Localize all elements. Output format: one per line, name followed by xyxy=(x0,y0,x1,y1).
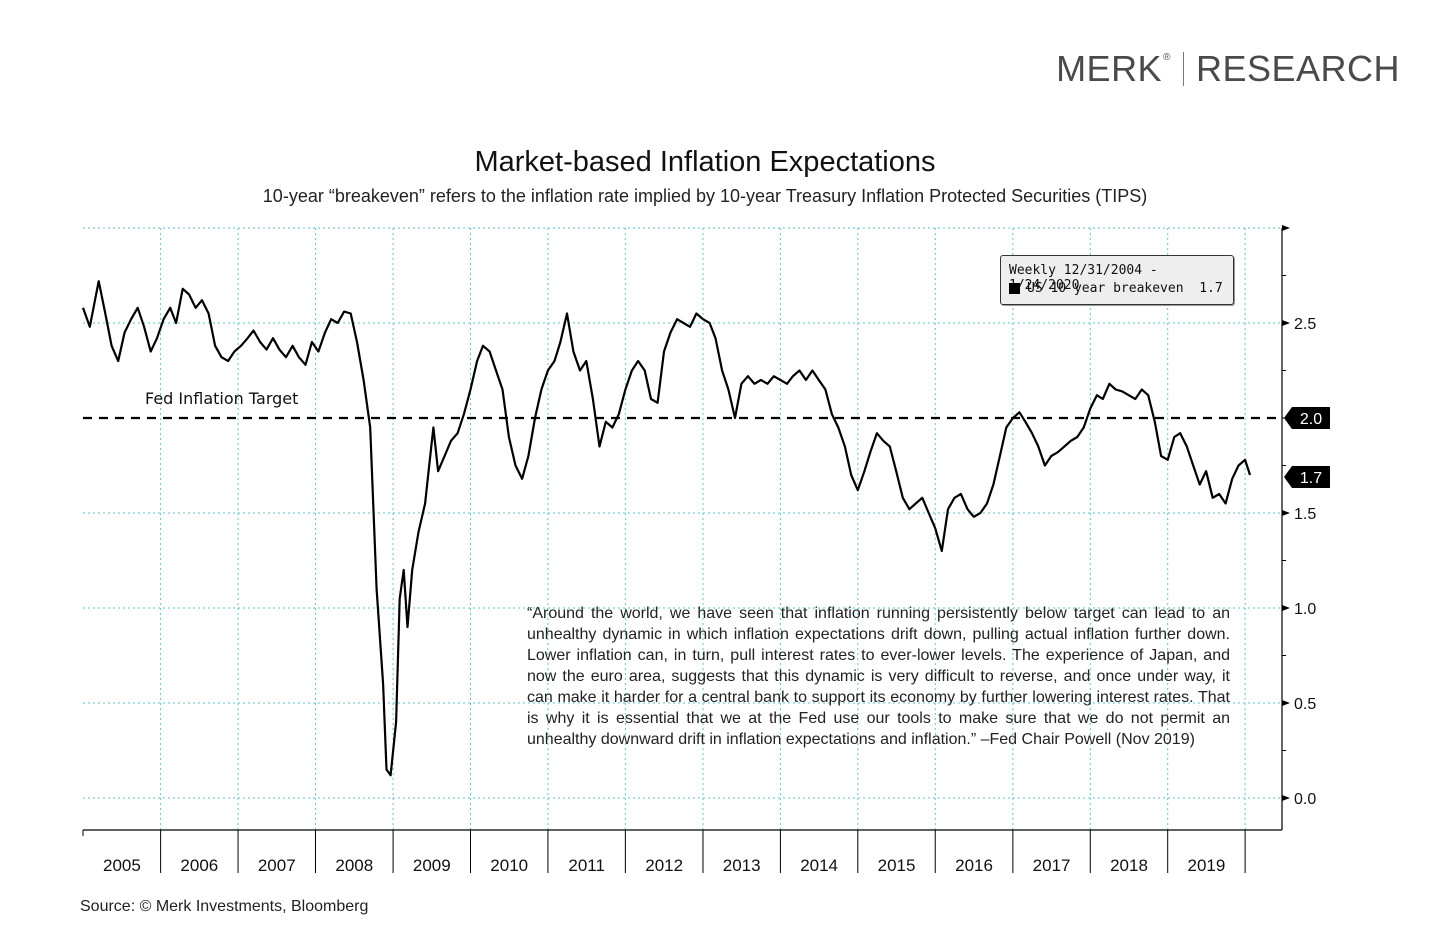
y-tick-label: 1.5 xyxy=(1294,506,1316,523)
x-tick-label: 2015 xyxy=(878,856,916,875)
y-major-tick xyxy=(1282,795,1290,801)
last-value-tag xyxy=(1284,466,1330,488)
reference-value-label: 2.0 xyxy=(1300,411,1322,428)
y-major-tick xyxy=(1282,320,1290,326)
brand-division: RESEARCH xyxy=(1195,48,1400,89)
brand-divider xyxy=(1182,52,1184,86)
y-tick-label: 2.5 xyxy=(1294,316,1316,333)
legend-entry-value: 1.7 xyxy=(1199,281,1223,296)
x-tick-label: 2007 xyxy=(258,856,296,875)
reference-line-label: Fed Inflation Target xyxy=(145,389,299,408)
x-tick-label: 2006 xyxy=(180,856,218,875)
y-major-tick xyxy=(1282,700,1290,706)
reference-value-tag xyxy=(1284,407,1330,429)
chart-legend: Weekly 12/31/2004 - 1/24/2020 US 10 year… xyxy=(1000,255,1234,305)
chart-title: Market-based Inflation Expectations xyxy=(474,146,936,178)
y-major-tick xyxy=(1282,510,1290,516)
x-tick-label: 2005 xyxy=(103,856,141,875)
x-tick-label: 2016 xyxy=(955,856,993,875)
y-axis-arrow xyxy=(1282,225,1290,231)
x-tick-label: 2018 xyxy=(1110,856,1148,875)
legend-entry: US 10 year breakeven 1.7 xyxy=(1009,281,1223,296)
chart-annotation-quote: “Around the world, we have seen that inf… xyxy=(527,605,1230,748)
brand-name: MERK xyxy=(1056,48,1163,89)
series-line-breakeven xyxy=(81,280,1252,777)
y-tick-label: 1.0 xyxy=(1294,601,1316,618)
x-tick-label: 2009 xyxy=(413,856,451,875)
chart-subtitle: 10-year “breakeven” refers to the inflat… xyxy=(262,186,1148,206)
x-tick-label: 2008 xyxy=(335,856,373,875)
y-tick-label: 0.5 xyxy=(1294,696,1316,713)
x-tick-label: 2019 xyxy=(1187,856,1225,875)
y-tick-label: 0.0 xyxy=(1294,791,1316,808)
legend-swatch xyxy=(1009,283,1020,294)
brand-registered-mark: ® xyxy=(1163,51,1171,63)
source-note: Source: © Merk Investments, Bloomberg xyxy=(80,898,369,915)
x-tick-label: 2010 xyxy=(490,856,528,875)
legend-header: Weekly 12/31/2004 - 1/24/2020 xyxy=(1009,263,1158,293)
x-tick-label: 2011 xyxy=(568,856,605,875)
y-major-tick xyxy=(1282,605,1290,611)
brand-logo: MERK ® RESEARCH xyxy=(1056,48,1400,90)
x-tick-label: 2014 xyxy=(800,856,838,875)
legend-entry-label: US 10 year breakeven xyxy=(1027,281,1184,296)
x-tick-label: 2012 xyxy=(645,856,683,875)
x-tick-label: 2013 xyxy=(723,856,761,875)
x-tick-label: 2017 xyxy=(1033,856,1071,875)
last-value-label: 1.7 xyxy=(1300,470,1322,487)
